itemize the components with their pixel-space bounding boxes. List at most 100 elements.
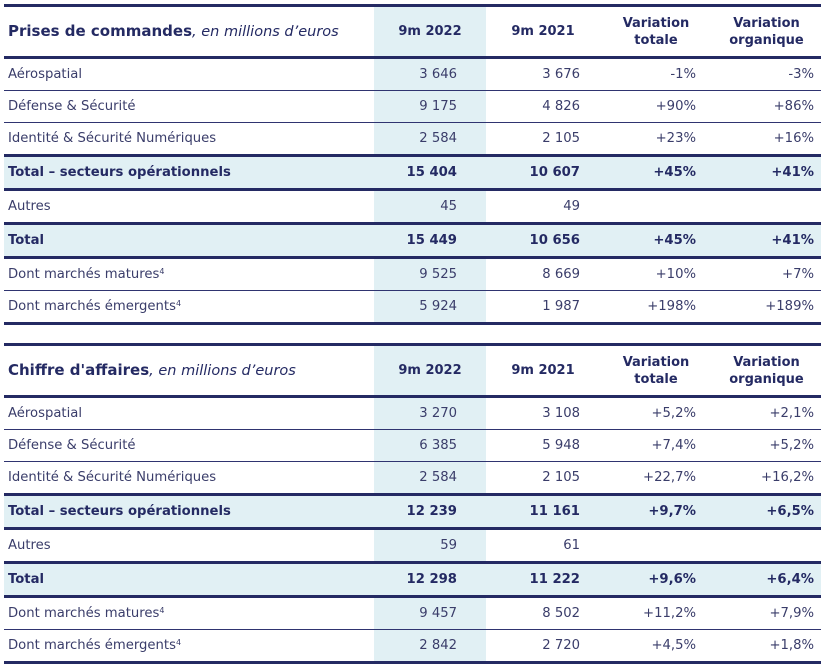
revenue-table-container: Chiffre d'affaires, en millions d’euros …	[4, 343, 821, 664]
row-label-text: Identité & Sécurité Numériques	[8, 470, 217, 485]
row-label-text: Dont marchés matures	[8, 606, 160, 621]
table-row: Défense & Sécurité 6 385 5 948 +7,4% +5,2%	[4, 429, 821, 462]
table-row: Total 12 298 11 222 +9,6% +6,4%	[4, 562, 821, 598]
column-header-variation-totale: Variation totale	[600, 343, 712, 398]
row-label-text: Défense & Sécurité	[8, 438, 136, 453]
header-line-1: Variation	[622, 354, 690, 370]
value-variation-organique: +189%	[712, 290, 821, 325]
value-9m-2022: 2 584	[374, 122, 486, 157]
value-9m-2021: 2 105	[486, 461, 600, 496]
value-9m-2021: 2 720	[486, 629, 600, 664]
value-variation-organique: +1,8%	[712, 629, 821, 664]
row-label-text: Dont marchés émergents	[8, 638, 176, 653]
revenue-body: Aérospatial 3 270 3 108 +5,2% +2,1% Défense &…	[4, 396, 821, 664]
table-title-bold: Chiffre d'affaires	[8, 360, 150, 379]
value-9m-2021: 3 676	[486, 57, 600, 91]
value-9m-2021: 3 108	[486, 396, 600, 430]
row-label-text: Total – secteurs opérationnels	[8, 504, 231, 519]
row-label-text: Défense & Sécurité	[8, 99, 136, 114]
column-header-9m-2021: 9m 2021	[486, 4, 600, 59]
row-label-text: Identité & Sécurité Numériques	[8, 131, 217, 146]
header-line-2: organique	[729, 32, 804, 48]
value-variation-organique: +86%	[712, 90, 821, 123]
table-title-bold: Prises de commandes	[8, 21, 193, 40]
value-9m-2022: 2 584	[374, 461, 486, 496]
value-9m-2021: 11 161	[486, 494, 600, 530]
row-label: Aérospatial	[4, 396, 374, 430]
value-variation-totale: +45%	[600, 223, 712, 259]
value-variation-totale: +11,2%	[600, 596, 712, 630]
row-label: Dont marchés émergents4	[4, 629, 374, 664]
column-header-9m-2022: 9m 2022	[374, 4, 486, 59]
value-9m-2022: 15 404	[374, 155, 486, 191]
value-variation-organique: +6,4%	[712, 562, 821, 598]
value-9m-2021: 8 669	[486, 257, 600, 291]
order-intake-table: Prises de commandes, en millions d’euros…	[4, 4, 821, 325]
table-row: Total – secteurs opérationnels 15 404 10 6…	[4, 155, 821, 191]
table-row: Dont marchés matures4 9 457 8 502 +11,2% +7,…	[4, 596, 821, 630]
value-variation-organique: +16,2%	[712, 461, 821, 496]
table-row: Total – secteurs opérationnels 12 239 11 1…	[4, 494, 821, 530]
row-label-text: Dont marchés émergents	[8, 299, 176, 314]
value-9m-2021: 5 948	[486, 429, 600, 462]
value-variation-totale: +4,5%	[600, 629, 712, 664]
value-9m-2021: 61	[486, 528, 600, 564]
row-label-text: Total	[8, 572, 45, 587]
header-line-2: organique	[729, 371, 804, 387]
value-variation-organique: +7%	[712, 257, 821, 291]
value-9m-2021: 2 105	[486, 122, 600, 157]
value-variation-totale: +22,7%	[600, 461, 712, 496]
value-9m-2022: 12 298	[374, 562, 486, 598]
value-variation-totale: +10%	[600, 257, 712, 291]
column-header-variation-totale: Variation totale	[600, 4, 712, 59]
value-9m-2021: 8 502	[486, 596, 600, 630]
footnote-marker: 4	[159, 267, 165, 276]
value-variation-organique	[712, 189, 821, 225]
table-row: Autres 59 61	[4, 528, 821, 564]
order-intake-body: Aérospatial 3 646 3 676 -1% -3% Défense & Séc…	[4, 57, 821, 325]
table-row: Autres 45 49	[4, 189, 821, 225]
value-9m-2022: 6 385	[374, 429, 486, 462]
value-variation-totale: +7,4%	[600, 429, 712, 462]
footnote-marker: 4	[175, 299, 182, 308]
value-9m-2022: 2 842	[374, 629, 486, 664]
row-label: Autres	[4, 189, 374, 225]
header-line-1: Variation	[733, 354, 800, 370]
header-line-1: Variation	[622, 15, 690, 31]
value-variation-organique: +16%	[712, 122, 821, 157]
footnote-marker: 4	[175, 638, 182, 647]
footnote-marker: 4	[159, 606, 165, 615]
value-9m-2021: 11 222	[486, 562, 600, 598]
table-row: Dont marchés matures4 9 525 8 669 +10% +7%	[4, 257, 821, 291]
row-label: Autres	[4, 528, 374, 564]
table-row: Défense & Sécurité 9 175 4 826 +90% +86%	[4, 90, 821, 123]
column-header-9m-2021: 9m 2021	[486, 343, 600, 398]
row-label-text: Total – secteurs opérationnels	[8, 165, 231, 180]
value-variation-totale: +9,7%	[600, 494, 712, 530]
table-row: Aérospatial 3 646 3 676 -1% -3%	[4, 57, 821, 91]
row-label: Total	[4, 562, 374, 598]
value-9m-2022: 15 449	[374, 223, 486, 259]
row-label: Dont marchés matures4	[4, 257, 374, 291]
value-9m-2021: 4 826	[486, 90, 600, 123]
row-label-text: Autres	[8, 199, 51, 214]
table-header-row: Prises de commandes, en millions d’euros…	[4, 4, 821, 59]
table-title-unit: , en millions d’euros	[192, 23, 339, 40]
value-9m-2022: 45	[374, 189, 486, 225]
value-9m-2022: 12 239	[374, 494, 486, 530]
row-label: Défense & Sécurité	[4, 429, 374, 462]
row-label: Aérospatial	[4, 57, 374, 91]
table-row: Aérospatial 3 270 3 108 +5,2% +2,1%	[4, 396, 821, 430]
value-variation-organique: +7,9%	[712, 596, 821, 630]
row-label-text: Total	[8, 233, 45, 248]
value-9m-2022: 9 457	[374, 596, 486, 630]
value-variation-organique	[712, 528, 821, 564]
value-9m-2022: 9 525	[374, 257, 486, 291]
value-variation-totale: +90%	[600, 90, 712, 123]
row-label-text: Autres	[8, 538, 51, 553]
value-9m-2022: 3 646	[374, 57, 486, 91]
header-line-1: Variation	[733, 15, 800, 31]
row-label: Total	[4, 223, 374, 259]
value-variation-totale	[600, 528, 712, 564]
value-variation-organique: +41%	[712, 223, 821, 259]
